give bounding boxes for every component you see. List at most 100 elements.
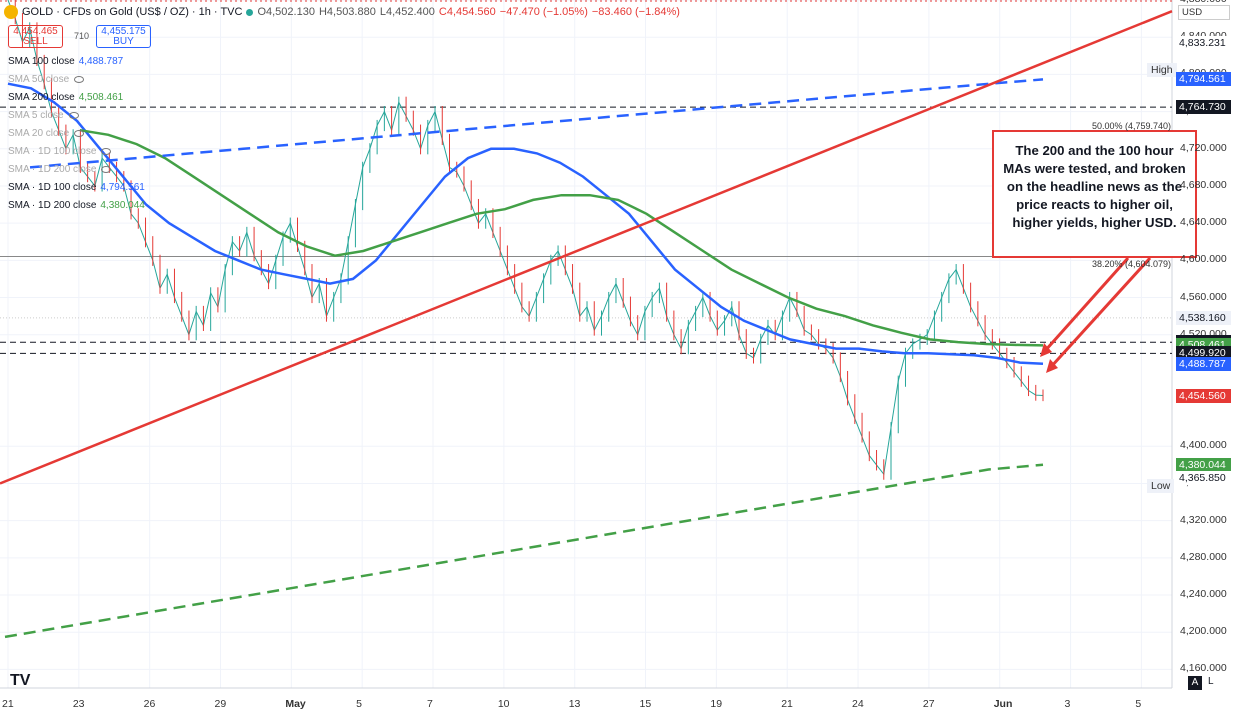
x-tick-label: 27 bbox=[922, 698, 935, 710]
y-tick-label: 4,560.000 bbox=[1180, 290, 1227, 303]
indicator-value: 4,794.561 bbox=[100, 182, 145, 193]
currency-selector[interactable]: USD bbox=[1178, 5, 1230, 20]
ohlc-low: L4,452.400 bbox=[379, 6, 435, 18]
x-tick-label: 10 bbox=[497, 698, 510, 710]
change-period: −83.460 (−1.84%) bbox=[591, 6, 680, 18]
indicator-label: SMA 20 close bbox=[8, 128, 70, 139]
y-tick-label: 4,880.000 bbox=[1180, 0, 1232, 5]
indicator-value: 4,508.461 bbox=[78, 92, 124, 103]
arrow-2 bbox=[1048, 256, 1152, 370]
y-tick-label: 4,200.000 bbox=[1180, 625, 1227, 638]
tradingview-logo: TV bbox=[10, 672, 31, 689]
low-label: Low bbox=[1147, 479, 1175, 493]
y-tick-label: 4,600.000 bbox=[1180, 253, 1227, 266]
price-axis-box: 4,794.561 bbox=[1176, 72, 1231, 87]
x-tick-label: Jun bbox=[993, 698, 1013, 710]
price-axis-box: 4,454.560 bbox=[1176, 388, 1231, 403]
buy-button[interactable]: 4,455.175 BUY bbox=[96, 25, 151, 48]
arrowhead-2 bbox=[1046, 359, 1058, 373]
indicator-label: SMA 5 close bbox=[8, 110, 64, 121]
x-tick-label: 21 bbox=[781, 698, 793, 710]
x-tick-label: 21 bbox=[2, 698, 14, 710]
price-axis-box: 4,538.160 bbox=[1176, 310, 1231, 325]
ohlc-open: O4,502.130 bbox=[257, 6, 315, 18]
arrowhead-1 bbox=[1040, 343, 1052, 357]
hidden-eye-icon[interactable] bbox=[74, 75, 85, 83]
price-axis-box: 4,380.044 bbox=[1176, 457, 1231, 472]
auto-scale-toggle[interactable]: A bbox=[1188, 676, 1202, 690]
y-tick-label: 4,640.000 bbox=[1180, 216, 1227, 229]
x-tick-label: 15 bbox=[639, 698, 652, 710]
y-tick-label: 4,160.000 bbox=[1180, 662, 1227, 675]
x-tick-label: 29 bbox=[214, 698, 227, 710]
x-tick-label: May bbox=[285, 698, 306, 710]
indicator-value: 4,488.787 bbox=[78, 56, 124, 67]
indicator-row[interactable]: SMA · 1D 200 close bbox=[8, 163, 112, 177]
indicator-label: SMA 200 close bbox=[8, 92, 75, 103]
sma100-daily-line bbox=[29, 78, 1044, 169]
hidden-eye-icon[interactable] bbox=[68, 111, 79, 119]
indicator-label: SMA 100 close bbox=[8, 56, 75, 67]
x-tick-label: 5 bbox=[356, 698, 363, 710]
sma200-hourly-line bbox=[79, 128, 1044, 347]
indicator-row[interactable]: SMA 200 close 4,508.461 bbox=[8, 91, 123, 105]
x-tick-label: 26 bbox=[143, 698, 156, 710]
sma200-daily-line bbox=[4, 463, 1044, 639]
change-value: −47.470 (−1.05%) bbox=[499, 6, 588, 18]
y-tick-label: 4,720.000 bbox=[1180, 141, 1227, 154]
indicator-label: SMA 50 close bbox=[8, 74, 70, 85]
buy-label: BUY bbox=[113, 36, 134, 47]
log-scale-toggle[interactable]: L bbox=[1208, 676, 1214, 687]
price-axis-box: 4,764.730 bbox=[1176, 100, 1231, 115]
y-tick-label: 4,280.000 bbox=[1180, 550, 1227, 563]
sell-button[interactable]: 4,454.465 SELL bbox=[8, 25, 63, 48]
arrow-1 bbox=[1042, 257, 1130, 353]
indicator-label: SMA · 1D 100 close bbox=[8, 146, 97, 157]
fib-50-label: 50.00% (4,759.740) bbox=[1092, 121, 1172, 131]
spread-value: 710 bbox=[74, 31, 90, 41]
x-tick-label: 13 bbox=[568, 698, 581, 710]
indicator-row[interactable]: SMA · 1D 100 close bbox=[8, 145, 112, 159]
indicator-row[interactable]: SMA · 1D 100 close 4,794.561 bbox=[8, 181, 145, 195]
indicator-value: 4,380.044 bbox=[100, 200, 145, 211]
price-axis-box: 4,488.787 bbox=[1176, 356, 1231, 371]
price-axis-box: 4,833.231 bbox=[1176, 36, 1231, 51]
y-tick-label: 4,680.000 bbox=[1180, 178, 1227, 191]
fib-38-label: 38.20% (4,604.079) bbox=[1092, 259, 1172, 269]
ohlc-close: C4,454.560 bbox=[438, 6, 496, 18]
x-tick-label: 19 bbox=[710, 698, 723, 710]
x-tick-label: 7 bbox=[427, 698, 433, 710]
annotation-box[interactable]: The 200 and the 100 hour MAs were tested… bbox=[992, 130, 1197, 258]
indicator-row[interactable]: SMA 5 close bbox=[8, 109, 79, 123]
high-label: High bbox=[1147, 63, 1177, 77]
buy-price: 4,455.175 bbox=[101, 26, 146, 37]
hidden-eye-icon[interactable] bbox=[101, 147, 112, 155]
indicator-row[interactable]: SMA 20 close bbox=[8, 127, 85, 141]
sell-label: SELL bbox=[23, 36, 48, 47]
trendline bbox=[0, 9, 1173, 485]
y-tick-label: 4,240.000 bbox=[1180, 588, 1227, 601]
indicator-label: SMA · 1D 100 close bbox=[8, 182, 97, 193]
x-tick-label: 24 bbox=[852, 698, 864, 710]
symbol-title[interactable]: GOLD · CFDs on Gold (US$ / OZ) · 1h · TV… bbox=[22, 6, 243, 18]
hidden-eye-icon[interactable] bbox=[74, 129, 85, 137]
chart-header: GOLD · CFDs on Gold (US$ / OZ) · 1h · TV… bbox=[4, 5, 680, 19]
x-tick-label: 3 bbox=[1064, 698, 1071, 710]
x-tick-label: 5 bbox=[1135, 698, 1142, 710]
indicator-row[interactable]: SMA · 1D 200 close 4,380.044 bbox=[8, 199, 145, 213]
sma100-hourly-line bbox=[7, 82, 1044, 365]
ohlc-high: H4,503.880 bbox=[318, 6, 376, 18]
y-tick-label: 4,400.000 bbox=[1180, 439, 1227, 452]
indicator-row[interactable]: SMA 100 close 4,488.787 bbox=[8, 55, 123, 69]
hidden-eye-icon[interactable] bbox=[101, 165, 112, 173]
gold-logo-icon bbox=[4, 5, 18, 19]
indicator-label: SMA · 1D 200 close bbox=[8, 200, 97, 211]
sell-price: 4,454.465 bbox=[13, 26, 58, 37]
market-open-icon bbox=[246, 8, 254, 16]
indicator-row[interactable]: SMA 50 close bbox=[8, 73, 85, 87]
price-series bbox=[7, 0, 1044, 476]
price-axis-box: 4,365.850 bbox=[1176, 471, 1231, 486]
indicator-label: SMA · 1D 200 close bbox=[8, 164, 97, 175]
